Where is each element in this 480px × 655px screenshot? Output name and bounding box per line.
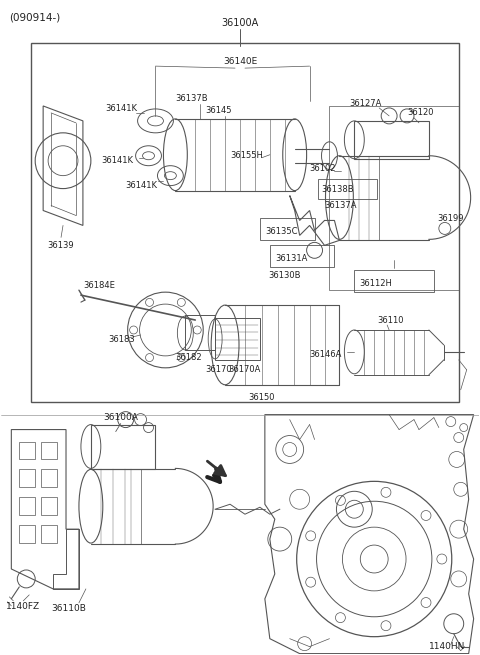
Bar	[19, 470, 35, 487]
Text: 36135C: 36135C	[265, 227, 297, 236]
Text: 36184E: 36184E	[83, 281, 115, 290]
Bar	[41, 525, 57, 543]
Text: 36137A: 36137A	[324, 201, 357, 210]
Text: 36199: 36199	[437, 214, 463, 223]
Text: 36127A: 36127A	[349, 100, 382, 109]
Text: 36131A: 36131A	[275, 253, 307, 263]
Text: 36141K: 36141K	[101, 156, 133, 165]
Bar	[19, 497, 35, 515]
Text: 36139: 36139	[47, 241, 74, 250]
Text: 36155H: 36155H	[230, 151, 263, 160]
Bar	[41, 470, 57, 487]
Text: 36110B: 36110B	[51, 605, 86, 613]
Text: 36170A: 36170A	[228, 365, 261, 374]
Text: 36112H: 36112H	[360, 278, 392, 288]
Text: 36182: 36182	[175, 353, 202, 362]
Text: 36102: 36102	[310, 164, 336, 173]
Bar	[19, 525, 35, 543]
Text: 36141K: 36141K	[106, 104, 138, 113]
Text: 36146A: 36146A	[310, 350, 342, 360]
Text: 1140HN: 1140HN	[429, 642, 465, 651]
Bar	[185, 315, 215, 350]
Text: 36150: 36150	[249, 393, 275, 402]
Text: 36137B: 36137B	[175, 94, 208, 103]
Text: 36138B: 36138B	[322, 185, 354, 194]
Text: 36140E: 36140E	[223, 56, 257, 66]
Text: 36141K: 36141K	[126, 181, 157, 190]
Text: 1140FZ: 1140FZ	[6, 603, 40, 611]
Text: (090914-): (090914-)	[9, 12, 60, 22]
Bar	[260, 219, 314, 240]
Text: 36130B: 36130B	[268, 271, 300, 280]
Bar	[91, 424, 156, 470]
Text: 36145: 36145	[205, 106, 232, 115]
Bar	[31, 43, 459, 402]
Bar	[41, 497, 57, 515]
Text: 36183: 36183	[109, 335, 135, 345]
Bar	[354, 271, 434, 292]
Text: 36170: 36170	[205, 365, 232, 374]
Bar	[215, 318, 260, 360]
Bar	[318, 179, 377, 198]
Bar	[354, 121, 429, 159]
Text: 36110: 36110	[377, 316, 404, 324]
Text: 36100A: 36100A	[103, 413, 138, 422]
Text: 36120: 36120	[407, 109, 433, 117]
Text: 36100A: 36100A	[221, 18, 259, 28]
Bar	[19, 441, 35, 459]
Bar	[41, 441, 57, 459]
Bar	[270, 246, 335, 267]
